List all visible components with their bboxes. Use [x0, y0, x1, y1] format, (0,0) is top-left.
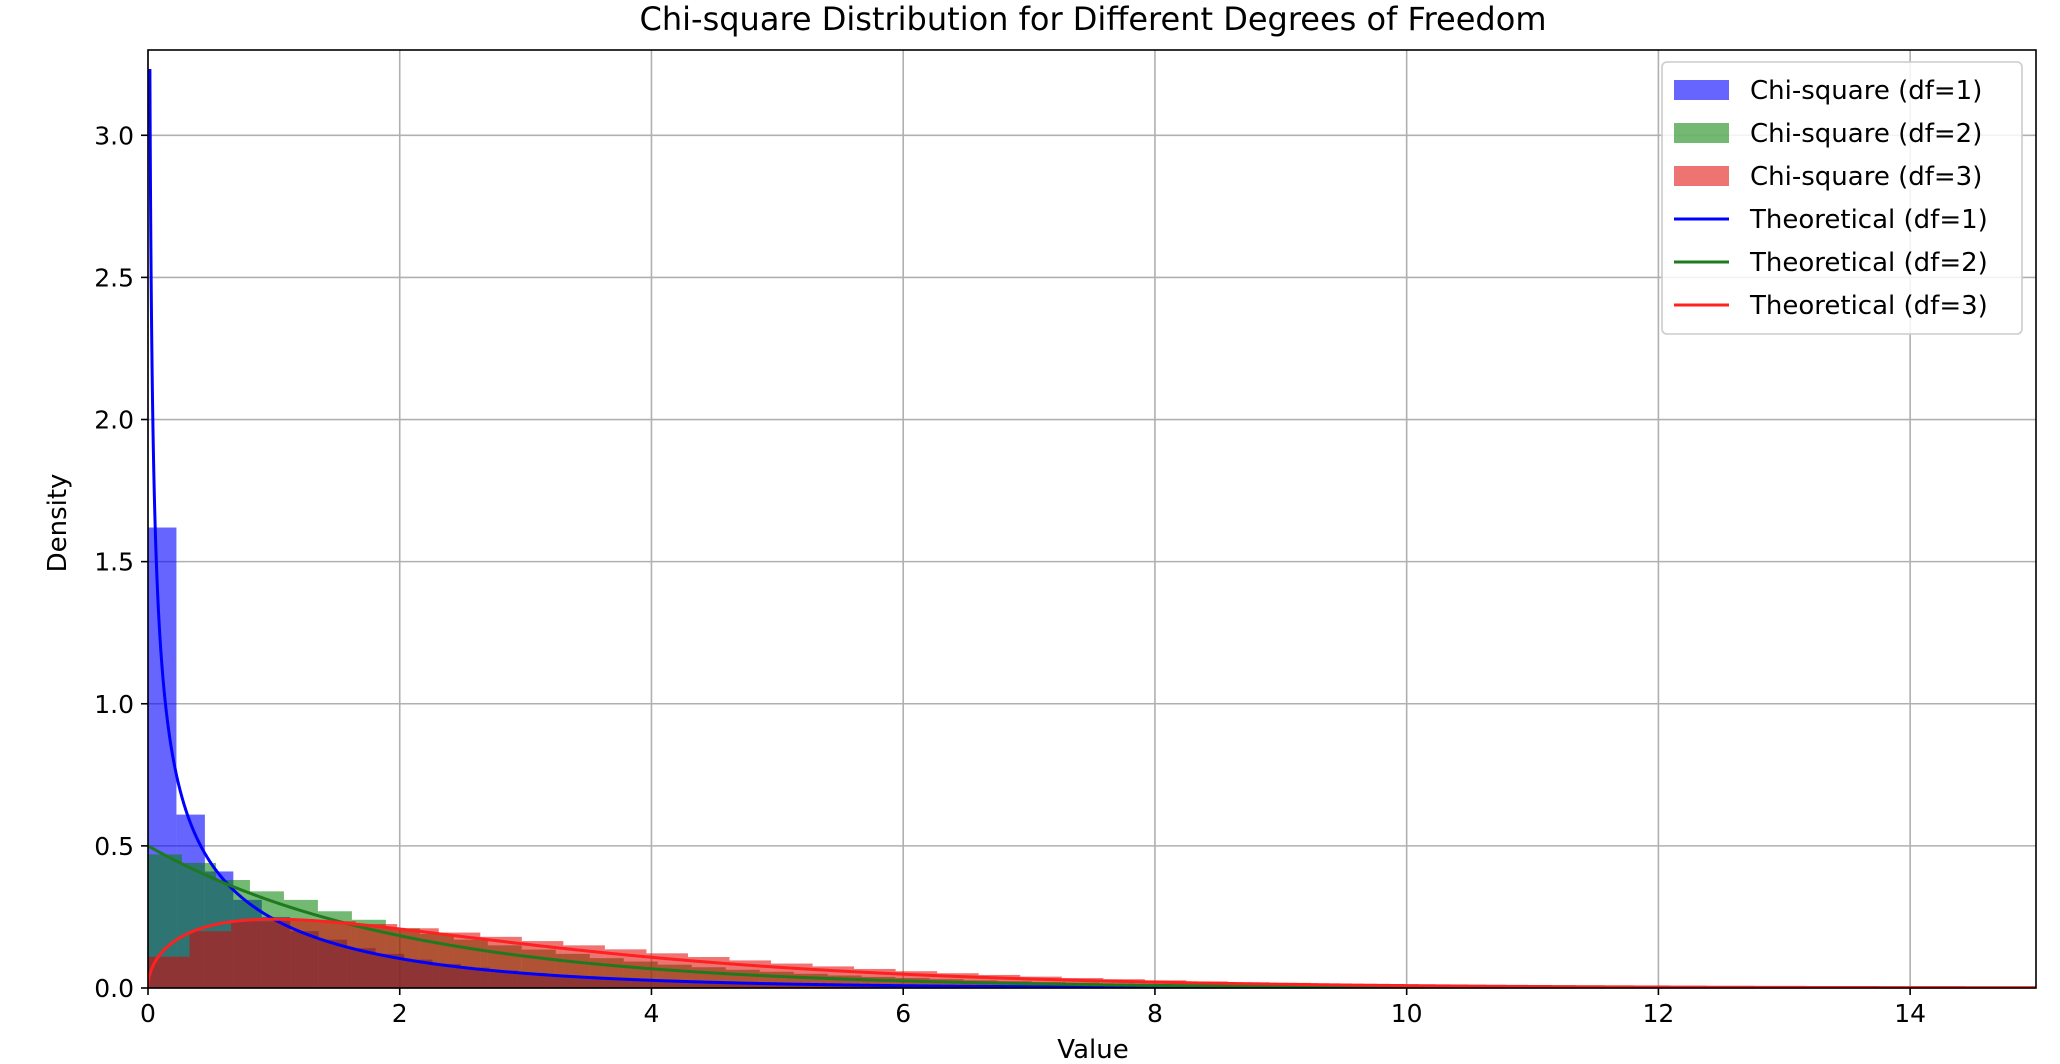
legend-label: Theoretical (df=3): [1749, 291, 1988, 321]
legend-item: Chi-square (df=1): [1674, 76, 1982, 106]
x-tick-label: 2: [392, 999, 408, 1028]
legend-label: Theoretical (df=2): [1749, 248, 1988, 278]
legend-label: Chi-square (df=2): [1750, 119, 1982, 149]
legend-item: Theoretical (df=2): [1674, 248, 1988, 278]
histogram-bar: [314, 921, 356, 988]
axes-border: [147, 49, 2037, 989]
y-tick-label: 3.0: [94, 121, 134, 150]
y-tick-label: 1.5: [94, 548, 134, 577]
x-tick-label: 6: [895, 999, 911, 1028]
grid-lines: [147, 50, 2036, 989]
legend-box: [1661, 61, 2023, 335]
axes-frame: [147, 49, 2037, 989]
legend-patch: [1674, 166, 1729, 186]
histogram-bar: [438, 932, 481, 988]
legend-label: Theoretical (df=1): [1749, 205, 1988, 235]
legend-item: Theoretical (df=3): [1674, 291, 1988, 321]
x-axis-ticks: 0 2 4 6 8 10 12 14: [140, 988, 1926, 1028]
x-axis-label: Value: [1057, 1035, 1128, 1064]
chart-title: Chi-square Distribution for Different De…: [640, 0, 1547, 38]
legend-patch: [1674, 80, 1729, 100]
histogram-bar: [231, 921, 273, 988]
x-tick-label: 14: [1894, 999, 1926, 1028]
theoretical-curve-df3: [148, 917, 2036, 988]
legend-item: Theoretical (df=1): [1674, 205, 1988, 235]
histogram-bar: [189, 931, 232, 988]
x-tick-label: 10: [1391, 999, 1423, 1028]
legend-item: Chi-square (df=2): [1674, 119, 1982, 149]
legend-patch: [1674, 123, 1729, 143]
x-tick-label: 4: [644, 999, 660, 1028]
y-tick-label: 2.5: [94, 263, 134, 292]
x-tick-label: 0: [140, 999, 156, 1028]
y-axis-ticks: 0.0 0.5 1.0 1.5 2.0 2.5 3.0: [94, 121, 148, 1003]
legend-label: Chi-square (df=1): [1750, 76, 1982, 106]
histogram-bar: [1061, 978, 1104, 988]
y-tick-label: 2.0: [94, 406, 134, 435]
y-tick-label: 0.5: [94, 832, 134, 861]
x-tick-label: 8: [1147, 999, 1163, 1028]
y-tick-label: 0.0: [94, 974, 134, 1003]
x-tick-label: 12: [1642, 999, 1674, 1028]
y-axis-label: Density: [43, 474, 73, 573]
y-tick-label: 1.0: [94, 690, 134, 719]
legend: Chi-square (df=1) Chi-square (df=2) Chi-sq…: [1661, 61, 2023, 335]
histogram-bar: [480, 936, 522, 988]
histogram-bar: [1020, 976, 1062, 988]
legend-label: Chi-square (df=3): [1750, 162, 1982, 192]
histogram-bar: [272, 919, 315, 988]
legend-item: Chi-square (df=3): [1674, 162, 1982, 192]
